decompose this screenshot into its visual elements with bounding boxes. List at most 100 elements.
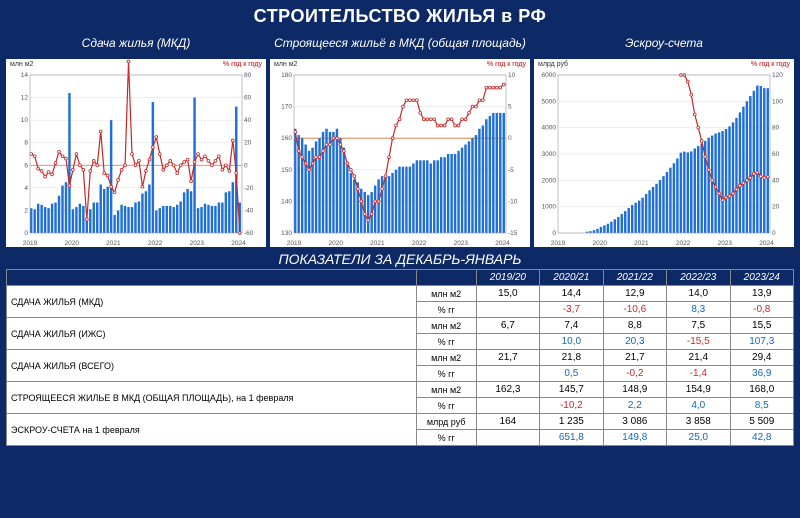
svg-text:140: 140: [281, 198, 292, 205]
svg-text:60: 60: [244, 95, 252, 102]
unit-cell: % гг: [416, 366, 476, 382]
row-label: СДАЧА ЖИЛЬЯ (ИЖС): [7, 318, 417, 350]
svg-text:-40: -40: [244, 207, 254, 214]
value-cell: 154,9: [667, 382, 730, 398]
svg-text:2: 2: [24, 207, 28, 214]
svg-text:2021: 2021: [634, 240, 649, 247]
value-cell: 29,4: [730, 350, 793, 366]
value-cell: 8,8: [603, 318, 666, 334]
indicators-table: 2019/202020/212021/222022/232023/24 СДАЧ…: [6, 269, 794, 446]
value-cell: 21,7: [603, 350, 666, 366]
svg-text:80: 80: [772, 125, 780, 132]
legend-left-2: млрд руб: [538, 61, 568, 68]
value-cell: 7,5: [667, 318, 730, 334]
year-header: 2023/24: [730, 270, 793, 286]
value-cell: 162,3: [476, 382, 539, 398]
pct-cell: 36,9: [730, 366, 793, 382]
pct-cell: [476, 334, 539, 350]
table-body: СДАЧА ЖИЛЬЯ (МКД)млн м215,014,412,914,01…: [7, 286, 794, 446]
svg-text:160: 160: [281, 135, 292, 142]
svg-text:2019: 2019: [287, 240, 302, 247]
svg-text:2000: 2000: [542, 177, 557, 184]
subtitle: ПОКАЗАТЕЛИ ЗА ДЕКАБРЬ-ЯНВАРЬ: [0, 247, 800, 269]
pct-cell: -0,2: [603, 366, 666, 382]
svg-text:5: 5: [508, 104, 512, 111]
year-header: 2020/21: [540, 270, 603, 286]
value-cell: 15,0: [476, 286, 539, 302]
table-row: СТРОЯЩЕЕСЯ ЖИЛЬЕ В МКД (ОБЩАЯ ПЛОЩАДЬ), …: [7, 382, 794, 398]
pct-cell: [476, 430, 539, 446]
table-row: ЭСКРОУ-СЧЕТА на 1 февралямлрд руб1641 23…: [7, 414, 794, 430]
svg-text:40: 40: [772, 177, 780, 184]
svg-text:2021: 2021: [370, 240, 385, 247]
svg-text:180: 180: [281, 72, 292, 79]
svg-text:14: 14: [21, 72, 29, 79]
pct-cell: -1,4: [667, 366, 730, 382]
value-cell: 14,4: [540, 286, 603, 302]
value-cell: 14,0: [667, 286, 730, 302]
svg-text:2020: 2020: [328, 240, 343, 247]
legend-right-2: % год к году: [751, 61, 790, 68]
svg-text:2022: 2022: [148, 240, 163, 247]
pct-cell: 651,8: [540, 430, 603, 446]
svg-text:-5: -5: [508, 167, 514, 174]
svg-text:2023: 2023: [190, 240, 205, 247]
svg-text:6000: 6000: [542, 72, 557, 79]
svg-text:2021: 2021: [106, 240, 121, 247]
unit-cell: млрд руб: [416, 414, 476, 430]
pct-cell: [476, 398, 539, 414]
svg-text:12: 12: [21, 95, 29, 102]
svg-text:0: 0: [552, 230, 556, 237]
svg-text:100: 100: [772, 98, 783, 105]
chart-legend-0: млн м2 % год к году: [10, 61, 262, 68]
svg-text:120: 120: [772, 72, 783, 79]
year-header: 2019/20: [476, 270, 539, 286]
svg-text:60: 60: [772, 151, 780, 158]
chart-legend-1: млн м2 % год к году: [274, 61, 526, 68]
svg-text:2023: 2023: [718, 240, 733, 247]
pct-cell: 10,0: [540, 334, 603, 350]
value-cell: 168,0: [730, 382, 793, 398]
svg-text:80: 80: [244, 72, 252, 79]
value-cell: 12,9: [603, 286, 666, 302]
svg-text:0: 0: [24, 230, 28, 237]
row-label: СДАЧА ЖИЛЬЯ (МКД): [7, 286, 417, 318]
chart-title-1: Строящееся жильё в МКД (общая площадь): [270, 29, 530, 59]
value-cell: 15,5: [730, 318, 793, 334]
svg-text:-20: -20: [244, 185, 254, 192]
svg-text:150: 150: [281, 167, 292, 174]
pct-cell: 149,8: [603, 430, 666, 446]
svg-text:2019: 2019: [551, 240, 566, 247]
chart-col-1: Строящееся жильё в МКД (общая площадь) м…: [270, 29, 530, 247]
value-cell: 21,4: [667, 350, 730, 366]
svg-text:-60: -60: [244, 230, 254, 237]
legend-left-0: млн м2: [10, 61, 33, 68]
value-cell: 7,4: [540, 318, 603, 334]
chart-box-2: млрд руб % год к году 010002000300040005…: [534, 59, 794, 247]
main-title: СТРОИТЕЛЬСТВО ЖИЛЬЯ в РФ: [0, 0, 800, 29]
value-cell: 3 086: [603, 414, 666, 430]
unit-cell: % гг: [416, 398, 476, 414]
unit-cell: млн м2: [416, 382, 476, 398]
svg-text:2019: 2019: [23, 240, 38, 247]
pct-cell: -10,6: [603, 302, 666, 318]
unit-cell: млн м2: [416, 350, 476, 366]
chart-col-0: Сдача жилья (МКД) млн м2 % год к году 02…: [6, 29, 266, 247]
pct-cell: -0,8: [730, 302, 793, 318]
chart-legend-2: млрд руб % год к году: [538, 61, 790, 68]
svg-text:-10: -10: [508, 198, 518, 205]
svg-text:2020: 2020: [592, 240, 607, 247]
table-row: СДАЧА ЖИЛЬЯ (МКД)млн м215,014,412,914,01…: [7, 286, 794, 302]
svg-text:4000: 4000: [542, 125, 557, 132]
legend-left-1: млн м2: [274, 61, 297, 68]
table-header-row: 2019/202020/212021/222022/232023/24: [7, 270, 794, 286]
svg-text:1000: 1000: [542, 204, 557, 211]
pct-cell: 107,3: [730, 334, 793, 350]
svg-text:10: 10: [21, 117, 29, 124]
unit-cell: % гг: [416, 302, 476, 318]
unit-cell: % гг: [416, 430, 476, 446]
chart-svg-1: 130140150160170180-15-10-505102019202020…: [270, 59, 530, 247]
pct-cell: 8,3: [667, 302, 730, 318]
legend-right-1: % год к году: [487, 61, 526, 68]
chart-col-2: Эскроу-счета млрд руб % год к году 01000…: [534, 29, 794, 247]
